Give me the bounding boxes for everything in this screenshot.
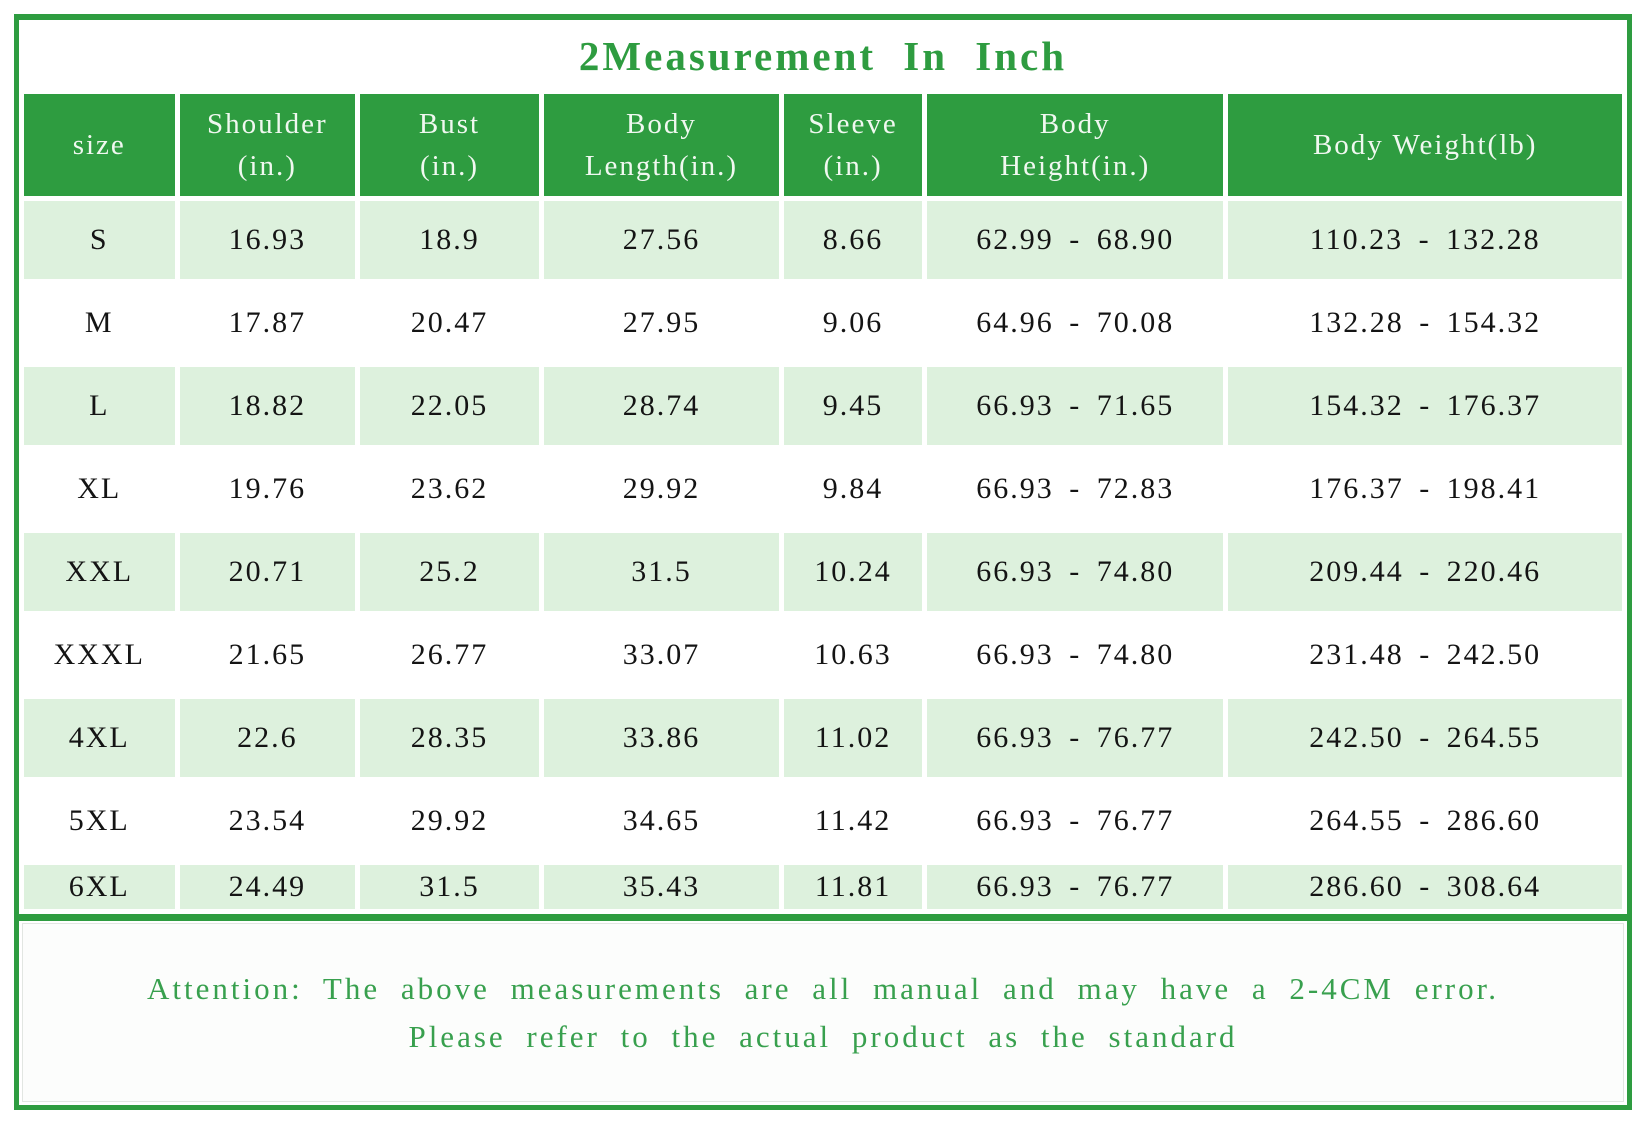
value-cell: 23.54 — [179, 782, 356, 860]
table-footer-divider — [14, 914, 1632, 921]
value-cell: 9.45 — [784, 367, 923, 445]
size-cell: S — [24, 201, 175, 279]
value-cell: 22.05 — [360, 367, 539, 445]
value-cell: 176.37 - 198.41 — [1228, 450, 1622, 528]
value-cell: 10.63 — [784, 616, 923, 694]
value-cell: 132.28 - 154.32 — [1228, 284, 1622, 362]
table-row-XXL: XXL 20.71 25.2 31.5 10.24 66.93 - 74.80 209.44… — [24, 533, 1622, 611]
value-cell: 16.93 — [179, 201, 356, 279]
size-cell: 6XL — [24, 865, 175, 909]
attention-line-2: Please refer to the actual product as th… — [408, 1018, 1238, 1054]
value-cell: 25.2 — [360, 533, 539, 611]
value-cell: 27.56 — [543, 201, 780, 279]
value-cell: 66.93 - 74.80 — [927, 616, 1224, 694]
value-cell: 66.93 - 71.65 — [927, 367, 1224, 445]
value-cell: 18.9 — [360, 201, 539, 279]
green-frame: 2Measurement In Inch size Shoulder (in.) B… — [14, 14, 1632, 1110]
value-cell: 18.82 — [179, 367, 356, 445]
size-cell: XXL — [24, 533, 175, 611]
value-cell: 28.74 — [543, 367, 780, 445]
value-cell: 62.99 - 68.90 — [927, 201, 1224, 279]
value-cell: 21.65 — [179, 616, 356, 694]
size-cell: XL — [24, 450, 175, 528]
value-cell: 8.66 — [784, 201, 923, 279]
value-cell: 286.60 - 308.64 — [1228, 865, 1622, 909]
value-cell: 10.24 — [784, 533, 923, 611]
size-cell: M — [24, 284, 175, 362]
attention-note: Attention: The above measurements are al… — [22, 923, 1624, 1102]
value-cell: 154.32 - 176.37 — [1228, 367, 1622, 445]
value-cell: 23.62 — [360, 450, 539, 528]
table-row-XL: XL 19.76 23.62 29.92 9.84 66.93 - 72.83 176.37… — [24, 450, 1622, 528]
value-cell: 11.02 — [784, 699, 923, 777]
column-header-6: Body Weight(lb) — [1228, 94, 1622, 196]
column-header-3: Body Length(in.) — [543, 94, 780, 196]
column-header-2: Bust (in.) — [360, 94, 539, 196]
title-bar: 2Measurement In Inch — [19, 20, 1627, 92]
value-cell: 264.55 - 286.60 — [1228, 782, 1622, 860]
table-header: size Shoulder (in.) Bust (in.) Body Length(… — [24, 94, 1622, 196]
value-cell: 31.5 — [543, 533, 780, 611]
attention-line-1: Attention: The above measurements are al… — [146, 970, 1499, 1006]
value-cell: 29.92 — [360, 782, 539, 860]
value-cell: 19.76 — [179, 450, 356, 528]
value-cell: 66.93 - 76.77 — [927, 865, 1224, 909]
value-cell: 34.65 — [543, 782, 780, 860]
value-cell: 9.06 — [784, 284, 923, 362]
value-cell: 26.77 — [360, 616, 539, 694]
value-cell: 31.5 — [360, 865, 539, 909]
value-cell: 66.93 - 76.77 — [927, 782, 1224, 860]
value-cell: 17.87 — [179, 284, 356, 362]
value-cell: 20.71 — [179, 533, 356, 611]
column-header-5: Body Height(in.) — [927, 94, 1224, 196]
value-cell: 33.07 — [543, 616, 780, 694]
size-cell: 5XL — [24, 782, 175, 860]
column-header-4: Sleeve (in.) — [784, 94, 923, 196]
value-cell: 11.42 — [784, 782, 923, 860]
column-header-0: size — [24, 94, 175, 196]
table-row-XXXL: XXXL 21.65 26.77 33.07 10.63 66.93 - 74.80 231… — [24, 616, 1622, 694]
table-row-4XL: 4XL 22.6 28.35 33.86 11.02 66.93 - 76.77 242.5… — [24, 699, 1622, 777]
value-cell: 66.93 - 72.83 — [927, 450, 1224, 528]
value-cell: 66.93 - 74.80 — [927, 533, 1224, 611]
value-cell: 9.84 — [784, 450, 923, 528]
value-cell: 27.95 — [543, 284, 780, 362]
table-row-6XL: 6XL 24.49 31.5 35.43 11.81 66.93 - 76.77 286.6… — [24, 865, 1622, 909]
table-body: S 16.93 18.9 27.56 8.66 62.99 - 68.90 110.23 -… — [24, 201, 1622, 909]
value-cell: 66.93 - 76.77 — [927, 699, 1224, 777]
value-cell: 64.96 - 70.08 — [927, 284, 1224, 362]
value-cell: 20.47 — [360, 284, 539, 362]
value-cell: 33.86 — [543, 699, 780, 777]
table-row-M: M 17.87 20.47 27.95 9.06 64.96 - 70.08 132.28 … — [24, 284, 1622, 362]
table-row-5XL: 5XL 23.54 29.92 34.65 11.42 66.93 - 76.77 264.… — [24, 782, 1622, 860]
value-cell: 11.81 — [784, 865, 923, 909]
header-row: size Shoulder (in.) Bust (in.) Body Length(… — [24, 94, 1622, 196]
value-cell: 28.35 — [360, 699, 539, 777]
value-cell: 110.23 - 132.28 — [1228, 201, 1622, 279]
table-row-L: L 18.82 22.05 28.74 9.45 66.93 - 71.65 154.32 … — [24, 367, 1622, 445]
value-cell: 231.48 - 242.50 — [1228, 616, 1622, 694]
page-title: 2Measurement In Inch — [578, 33, 1068, 79]
size-cell: L — [24, 367, 175, 445]
value-cell: 29.92 — [543, 450, 780, 528]
column-header-1: Shoulder (in.) — [179, 94, 356, 196]
value-cell: 35.43 — [543, 865, 780, 909]
value-cell: 22.6 — [179, 699, 356, 777]
value-cell: 24.49 — [179, 865, 356, 909]
table-row-S: S 16.93 18.9 27.56 8.66 62.99 - 68.90 110.23 -… — [24, 201, 1622, 279]
value-cell: 242.50 - 264.55 — [1228, 699, 1622, 777]
value-cell: 209.44 - 220.46 — [1228, 533, 1622, 611]
size-cell: 4XL — [24, 699, 175, 777]
size-cell: XXXL — [24, 616, 175, 694]
measurement-table: size Shoulder (in.) Bust (in.) Body Length(… — [19, 89, 1627, 914]
